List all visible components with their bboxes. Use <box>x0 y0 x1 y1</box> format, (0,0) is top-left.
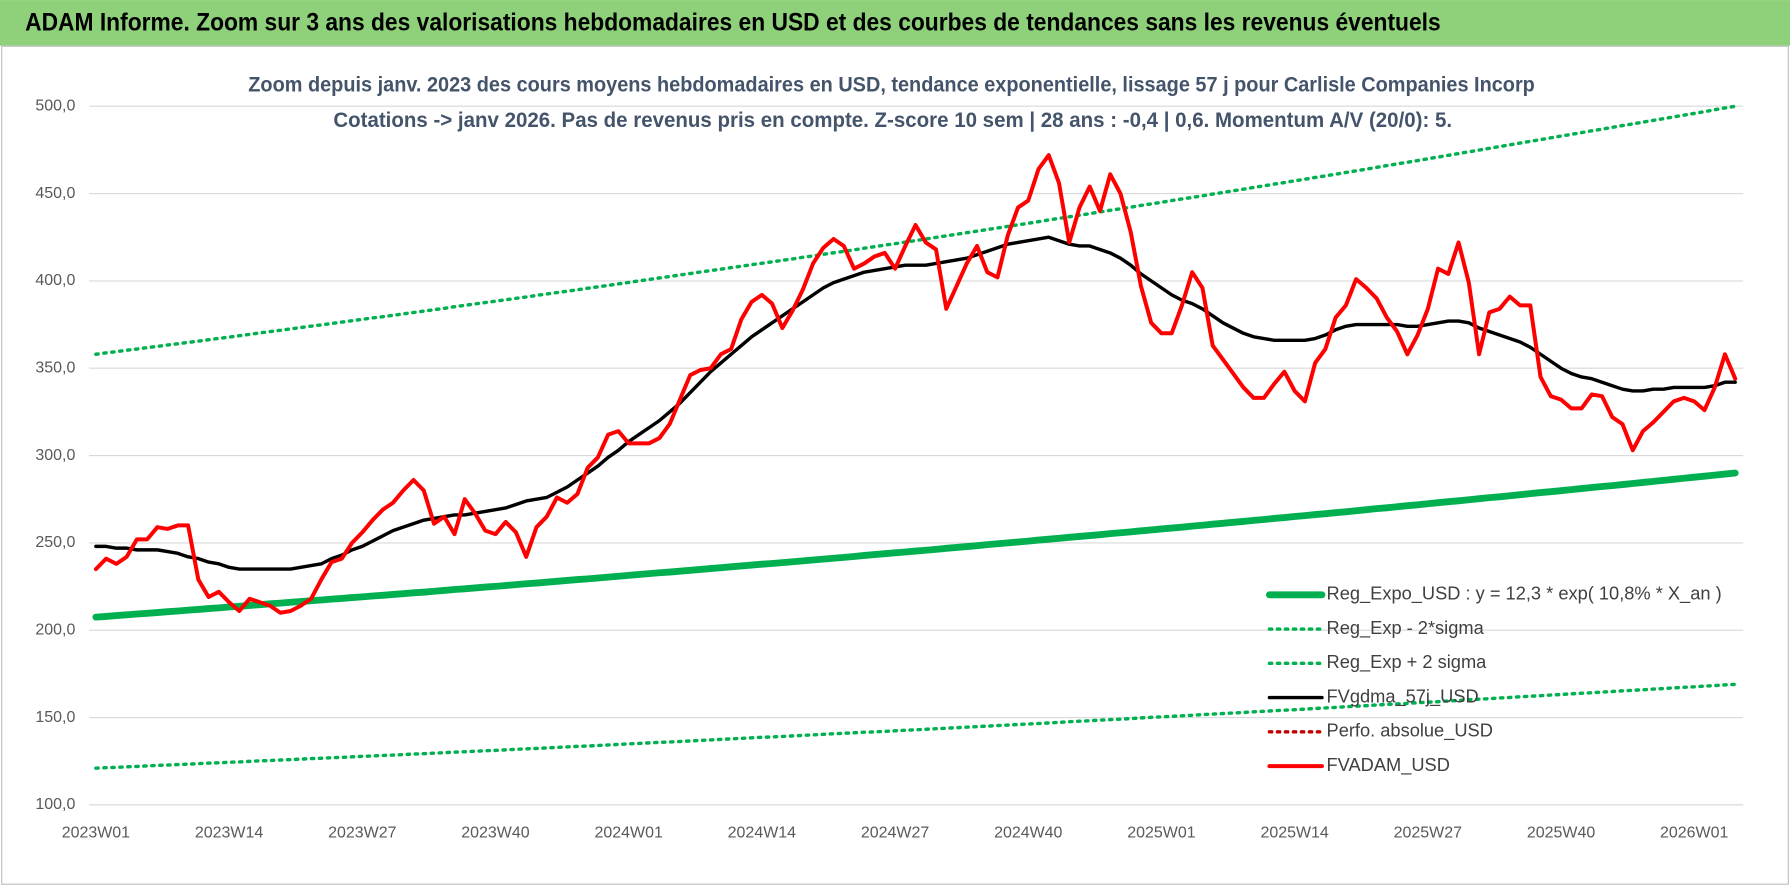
plot-area <box>92 104 1739 770</box>
y-tick-label: 150,0 <box>35 709 75 726</box>
header-title: ADAM Informe. Zoom sur 3 ans des valoris… <box>25 9 1441 37</box>
y-tick-label: 400,0 <box>35 272 75 289</box>
chart-subtitle: Cotations -> janv 2026. Pas de revenus p… <box>333 107 1452 132</box>
y-tick-label: 300,0 <box>35 447 75 464</box>
legend-label: Reg_Exp + 2 sigma <box>1327 651 1488 673</box>
x-tick-label: 2025W27 <box>1394 825 1462 842</box>
x-tick-label: 2025W40 <box>1527 825 1595 842</box>
y-tick-label: 350,0 <box>35 359 75 376</box>
series-line <box>94 682 1737 770</box>
series-line <box>92 469 1739 621</box>
x-tick-label: 2023W40 <box>461 825 529 842</box>
y-tick-label: 100,0 <box>35 796 75 813</box>
x-tick-label: 2024W27 <box>861 825 929 842</box>
x-tick-label: 2026W01 <box>1660 825 1728 842</box>
legend: Reg_Expo_USD : y = 12,3 * exp( 10,8% * X… <box>1266 583 1722 776</box>
y-tick-label: 200,0 <box>35 621 75 638</box>
x-tick-label: 2023W01 <box>62 825 130 842</box>
legend-label: Reg_Expo_USD : y = 12,3 * exp( 10,8% * X… <box>1327 583 1722 605</box>
x-tick-label: 2025W01 <box>1127 825 1195 842</box>
header-bar <box>0 0 1790 46</box>
chart-title: Zoom depuis janv. 2023 des cours moyens … <box>248 71 1535 96</box>
x-tick-label: 2023W27 <box>328 825 396 842</box>
x-tick-label: 2024W14 <box>728 825 796 842</box>
y-tick-label: 500,0 <box>35 97 75 114</box>
x-tick-label: 2024W40 <box>994 825 1062 842</box>
x-tick-label: 2025W14 <box>1260 825 1328 842</box>
legend-label: Perfo. absolue_USD <box>1327 720 1493 742</box>
series-line <box>94 235 1737 571</box>
y-tick-label: 250,0 <box>35 534 75 551</box>
legend-label: Reg_Exp - 2*sigma <box>1327 617 1485 639</box>
x-tick-label: 2023W14 <box>195 825 263 842</box>
x-tick-label: 2024W01 <box>594 825 662 842</box>
y-tick-label: 450,0 <box>35 185 75 202</box>
grid: 100,0 150,0 200,0 250,0 300,0 350,0 400,0 450,0… <box>35 97 1744 842</box>
legend-label: FVgdma_57j_USD <box>1327 685 1479 707</box>
legend-label: FVADAM_USD <box>1327 754 1450 776</box>
series-line <box>93 153 1738 615</box>
series-line <box>94 104 1737 356</box>
chart-frame <box>1 45 1789 885</box>
